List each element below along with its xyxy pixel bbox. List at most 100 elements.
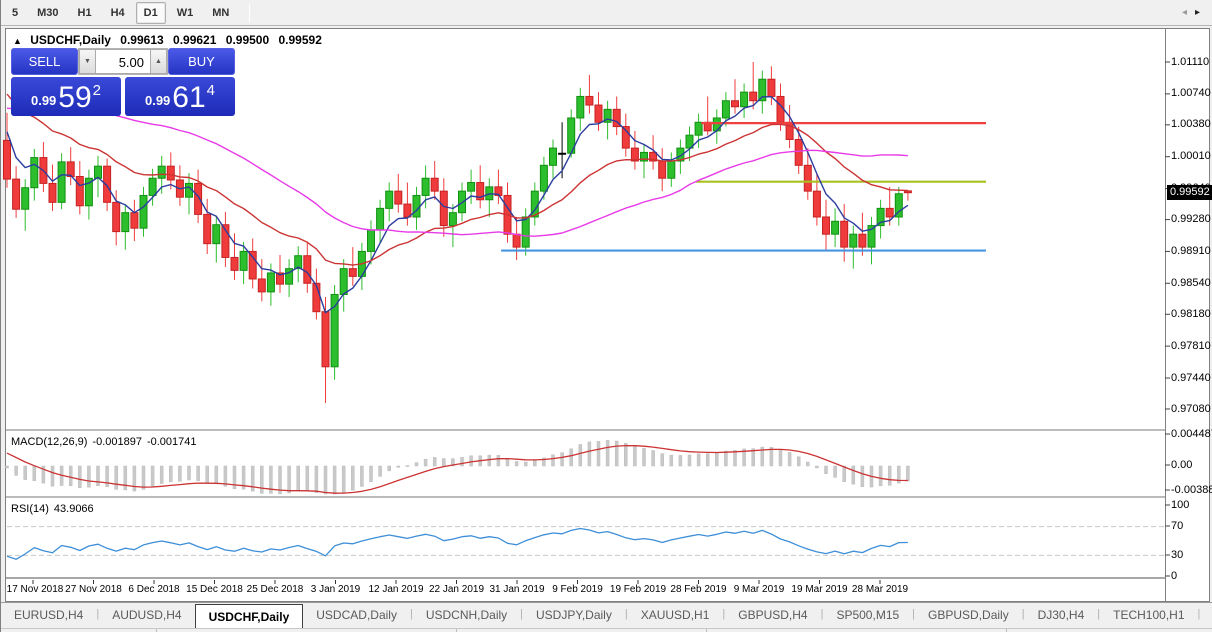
tab-USDCNH-Daily[interactable]: USDCNH,Daily xyxy=(425,608,508,622)
macd-histogram-bar xyxy=(396,465,401,468)
macd-histogram-bar xyxy=(68,465,73,487)
candle-body xyxy=(339,268,348,295)
candle-body xyxy=(721,100,730,119)
macd-histogram-bar xyxy=(442,458,446,467)
volume-up-icon[interactable]: ▲ xyxy=(150,49,167,74)
candle-body xyxy=(21,187,30,210)
tab-scroll-left-icon[interactable]: ◂ xyxy=(1181,7,1195,18)
tab-UKOil-[interactable]: UKOil, xyxy=(1200,603,1212,628)
tab-scroll-right-icon[interactable]: ▸ xyxy=(1194,7,1208,18)
tab-DJ30-H4[interactable]: DJ30,H4 xyxy=(1037,608,1085,622)
tab-USDJPY-Daily[interactable]: USDJPY,Daily xyxy=(536,608,612,622)
ma-fast-line xyxy=(6,95,909,314)
candle-body xyxy=(831,220,840,235)
macd-histogram-bar xyxy=(187,465,191,481)
one-click-trading-panel: SELL ▼ 5.00 ▲ BUY 0.99 59 2 0.99 61 4 xyxy=(11,48,235,116)
sell-price-display[interactable]: 0.99 59 2 xyxy=(11,77,121,116)
tab-AUDUSD-H4[interactable]: AUDUSD,H4 xyxy=(112,608,182,622)
candle-body xyxy=(612,108,621,128)
date-label: 31 Jan 2019 xyxy=(489,584,545,595)
timeframe-button-H1[interactable]: H1 xyxy=(77,6,92,19)
macd-histogram-bar xyxy=(605,440,610,467)
macd-histogram-bar xyxy=(269,465,273,494)
timeframe-button-W1[interactable]: W1 xyxy=(176,6,194,19)
macd-histogram-bar xyxy=(241,465,246,490)
candle-body xyxy=(867,225,876,248)
date-label: 28 Feb 2019 xyxy=(670,584,727,595)
candle-body xyxy=(448,212,457,227)
candle-body xyxy=(412,194,421,218)
tab-EURUSD-H4[interactable]: EURUSD,H4 xyxy=(14,608,84,622)
macd-histogram-bar xyxy=(296,465,300,492)
price-axis-label: 1.00380 xyxy=(1171,118,1211,131)
candle-body xyxy=(203,213,212,245)
tab-GBPUSD-H4[interactable]: GBPUSD,H4 xyxy=(738,608,808,622)
macd-histogram-bar xyxy=(23,465,27,480)
rsi-indicator-label: RSI(14) 43.9066 xyxy=(11,503,99,515)
tab-USDCHF-Daily[interactable]: USDCHF,Daily xyxy=(194,604,304,628)
macd-histogram-bar xyxy=(323,465,328,495)
tab-GBPUSD-Daily[interactable]: GBPUSD,Daily xyxy=(928,608,1009,622)
candle-body xyxy=(731,100,739,108)
tab-separator: | xyxy=(1021,608,1025,620)
macd-histogram-bar xyxy=(169,465,173,483)
candle-body xyxy=(603,108,612,123)
tab-XAUUSD-H1[interactable]: XAUUSD,H1 xyxy=(640,608,710,622)
volume-input[interactable]: 5.00 xyxy=(96,49,150,74)
timeframe-button-MN[interactable]: MN xyxy=(212,6,230,19)
timeframe-button-D1[interactable]: D1 xyxy=(135,1,166,24)
date-label: 3 Jan 2019 xyxy=(310,584,361,595)
candle-body xyxy=(439,190,448,227)
candle-body xyxy=(121,212,130,233)
macd-histogram-bar xyxy=(332,465,337,495)
candle-body xyxy=(257,278,266,293)
buy-button[interactable]: BUY xyxy=(168,48,235,75)
macd-histogram-bar xyxy=(250,465,255,492)
candle-body xyxy=(758,78,767,102)
tab-TECH100-H1[interactable]: TECH100,H1 xyxy=(1113,608,1185,622)
timeframe-button-M30[interactable]: M30 xyxy=(37,6,59,19)
macd-histogram-bar xyxy=(214,465,219,485)
volume-down-icon[interactable]: ▼ xyxy=(79,49,96,74)
macd-histogram-bar xyxy=(687,454,692,467)
candle-body xyxy=(157,165,166,179)
buy-price-display[interactable]: 0.99 61 4 xyxy=(125,77,235,116)
buy-price-pip: 4 xyxy=(206,82,216,99)
candle-body xyxy=(48,182,57,203)
candle-body xyxy=(212,224,221,245)
candle-body xyxy=(876,207,885,227)
macd-histogram-bar xyxy=(5,465,9,469)
timeframe-button-H4[interactable]: H4 xyxy=(110,6,125,19)
sell-button[interactable]: SELL xyxy=(11,48,78,75)
price-axis-label: 0.99280 xyxy=(1171,213,1211,226)
ohlc-close: 0.99592 xyxy=(278,33,322,47)
macd-histogram-bar xyxy=(523,461,528,467)
candle-body xyxy=(248,250,257,280)
candle-body xyxy=(667,160,676,179)
macd-histogram-bar xyxy=(769,446,774,467)
date-label: 19 Feb 2019 xyxy=(609,584,667,595)
candle-body xyxy=(803,164,812,192)
macd-histogram-bar xyxy=(551,454,555,467)
tab-SP500-M15[interactable]: SP500,M15 xyxy=(836,608,900,622)
macd-histogram-bar xyxy=(724,450,728,467)
macd-histogram-bar xyxy=(105,465,109,488)
macd-histogram-bar xyxy=(760,446,765,467)
timeframe-button-5[interactable]: 5 xyxy=(12,6,19,19)
macd-histogram-bar xyxy=(833,465,837,478)
tab-USDCAD-Daily[interactable]: USDCAD,Daily xyxy=(316,608,397,622)
macd-histogram-bar xyxy=(78,465,82,489)
macd-histogram-bar xyxy=(96,465,100,486)
candle-body xyxy=(840,220,849,248)
candle-body xyxy=(594,104,603,123)
candle-body xyxy=(649,151,658,162)
ohlc-open: 0.99613 xyxy=(120,33,164,47)
macd-histogram-bar xyxy=(260,465,264,494)
candle-body xyxy=(822,216,830,235)
candle-body xyxy=(230,256,239,271)
collapse-chart-icon[interactable]: ▲ xyxy=(13,36,22,46)
candle-body xyxy=(303,255,312,284)
candle-body xyxy=(94,165,102,179)
